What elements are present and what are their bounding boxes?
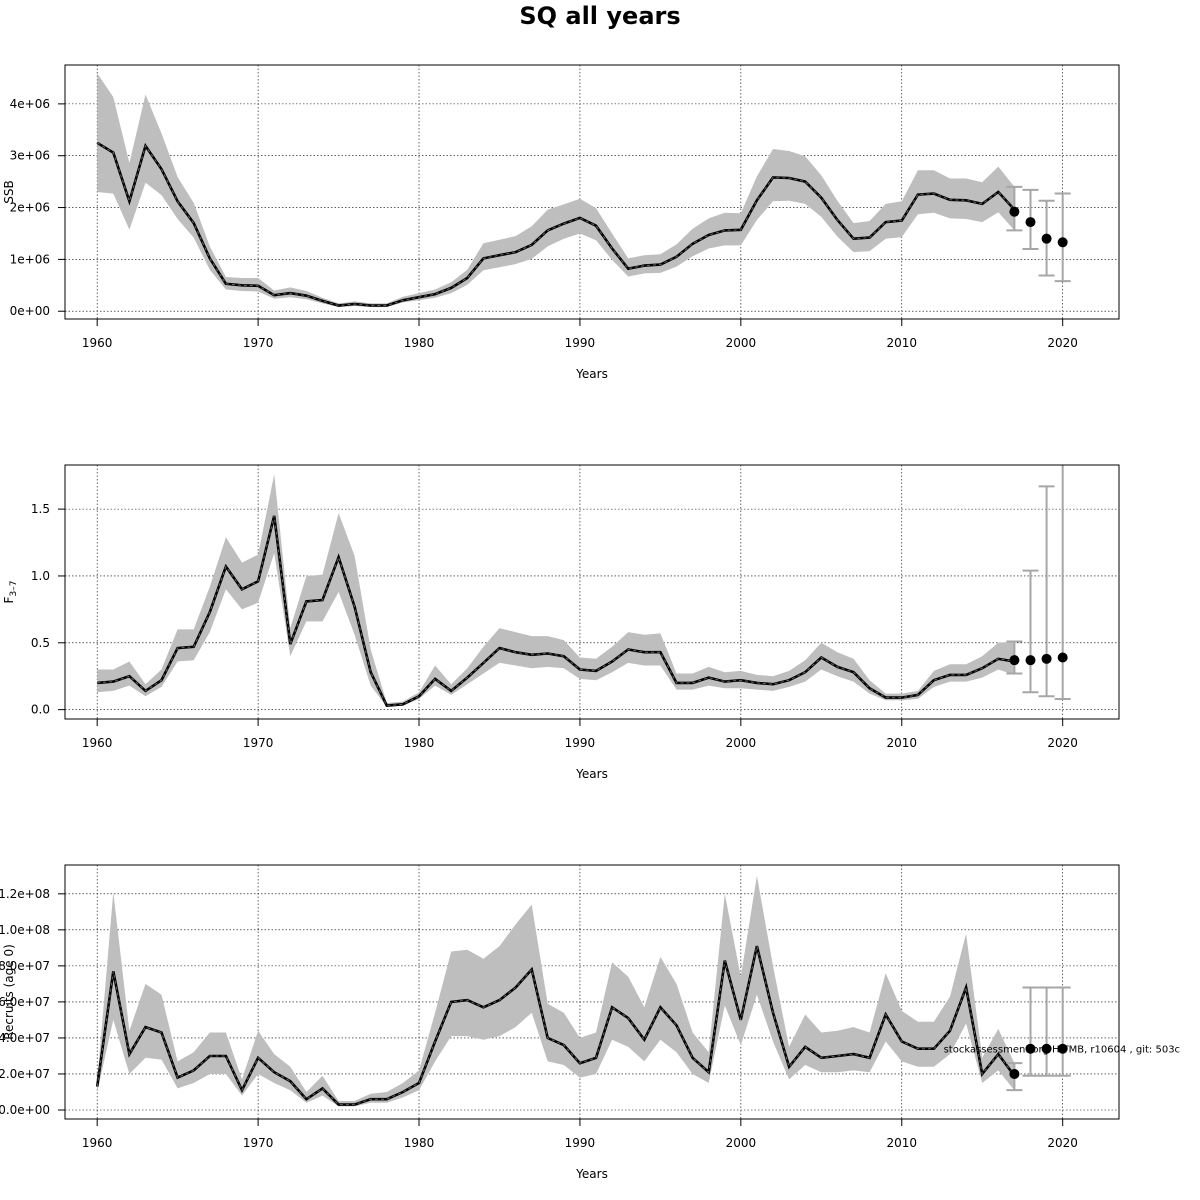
y-tick-label: 4e+06 <box>10 97 50 111</box>
estimate-line-dash <box>96 142 1015 307</box>
x-axis-label: Years <box>575 367 608 381</box>
x-tick-label: 2010 <box>886 1136 917 1150</box>
x-tick-label: 1990 <box>565 1136 596 1150</box>
y-tick-label: 0e+00 <box>10 304 50 318</box>
forecast-point <box>1057 652 1068 663</box>
estimate-line-dash <box>97 515 1015 707</box>
y-tick-label: 3e+06 <box>10 149 50 163</box>
y-tick-label: 4.0e+07 <box>0 1031 50 1045</box>
y-tick-label: 0.0e+00 <box>0 1103 50 1117</box>
y-tick-label: 1.5 <box>31 502 50 516</box>
x-tick-label: 1990 <box>565 336 596 350</box>
x-tick-label: 2000 <box>726 736 757 750</box>
y-tick-label: 1.0e+08 <box>0 923 50 937</box>
y-axis-label: F3–7 <box>2 581 19 604</box>
x-tick-label: 2020 <box>1047 1136 1078 1150</box>
x-tick-label: 2000 <box>726 336 757 350</box>
x-tick-label: 1980 <box>404 736 435 750</box>
x-tick-label: 1990 <box>565 736 596 750</box>
y-tick-label: 2.0e+07 <box>0 1067 50 1081</box>
x-tick-label: 1970 <box>243 336 274 350</box>
x-tick-label: 1960 <box>82 1136 113 1150</box>
forecast-point <box>1041 233 1052 244</box>
y-tick-label: 1.2e+08 <box>0 887 50 901</box>
estimate-line <box>97 515 1015 707</box>
y-axis-label: Recruits (age 0) <box>2 944 16 1040</box>
recruits-panel: stockassessment.org HITMB, r10604 , git:… <box>0 864 1180 1181</box>
x-tick-label: 2020 <box>1047 336 1078 350</box>
forecast-point <box>1009 1068 1020 1079</box>
ssb-panel: 1960 1970 1980 1990 2000 2010 2020 0e+00 1e+06 2e… <box>2 64 1120 381</box>
fishing-mortality-panel: 1960 1970 1980 1990 2000 2010 2020 0.0 0.5 1.0 1.5… <box>2 464 1120 781</box>
y-axis-label: SSB <box>2 180 16 203</box>
confidence-band <box>97 474 1015 707</box>
forecast-point <box>1009 206 1020 217</box>
annotation-text: stockassessment.org HITMB, r10604 , git:… <box>944 1045 1180 1056</box>
x-tick-label: 1970 <box>243 736 274 750</box>
x-tick-label: 2000 <box>726 1136 757 1150</box>
forecast-point <box>1041 653 1052 664</box>
x-axis-label: Years <box>575 1167 608 1181</box>
y-tick-label: 2e+06 <box>10 201 50 215</box>
forecast-point <box>1057 1043 1068 1054</box>
x-tick-label: 1960 <box>82 336 113 350</box>
confidence-band <box>97 875 1015 1107</box>
x-tick-label: 1980 <box>404 336 435 350</box>
forecast-point <box>1025 655 1036 666</box>
y-axis-label-main: F <box>2 596 16 603</box>
y-tick-label: 0.0 <box>31 703 50 717</box>
y-tick-label: 1.0 <box>31 569 50 583</box>
y-tick-label: 8.0e+07 <box>0 959 50 973</box>
y-tick-label: 1e+06 <box>10 252 50 266</box>
y-axis-label-subscript: 3–7 <box>9 581 19 597</box>
x-tick-label: 2020 <box>1047 736 1078 750</box>
x-tick-label: 1980 <box>404 1136 435 1150</box>
x-tick-label: 2010 <box>886 336 917 350</box>
confidence-band <box>97 73 1015 308</box>
x-tick-label: 2010 <box>886 736 917 750</box>
x-tick-label: 1960 <box>82 736 113 750</box>
forecast-point <box>1041 1043 1052 1054</box>
x-tick-label: 1970 <box>243 1136 274 1150</box>
chart-title: SQ all years <box>519 2 681 30</box>
estimate-line-dash <box>96 945 1015 1106</box>
y-tick-label: 6.0e+07 <box>0 995 50 1009</box>
forecast-point <box>1025 1043 1036 1054</box>
forecast-point <box>1009 655 1020 666</box>
x-axis-label: Years <box>575 767 608 781</box>
forecast-point <box>1057 237 1068 248</box>
forecast-point <box>1025 217 1036 228</box>
y-tick-label: 0.5 <box>31 636 50 650</box>
